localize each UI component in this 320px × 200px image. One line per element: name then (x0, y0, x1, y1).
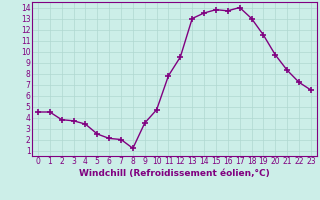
X-axis label: Windchill (Refroidissement éolien,°C): Windchill (Refroidissement éolien,°C) (79, 169, 270, 178)
